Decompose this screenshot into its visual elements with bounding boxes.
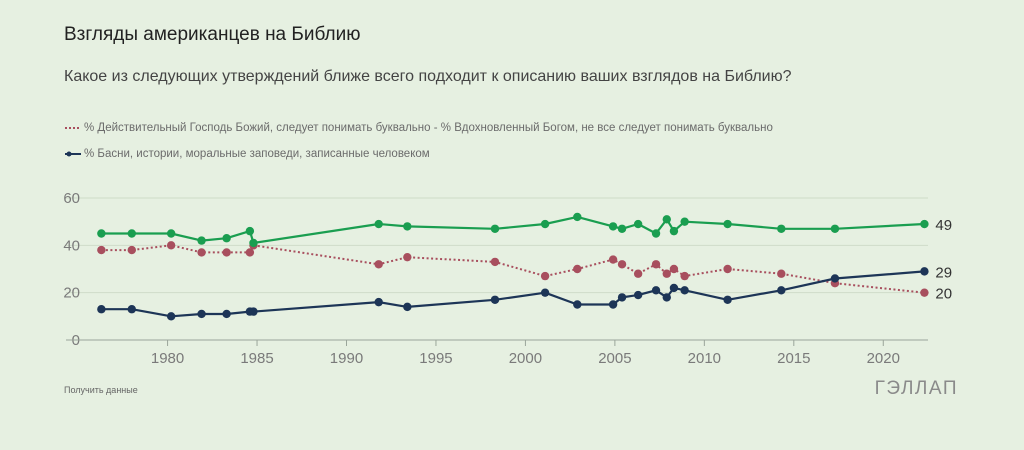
data-point-2-16 xyxy=(662,293,671,302)
data-point-0-16 xyxy=(662,269,671,278)
data-point-0-19 xyxy=(723,264,732,274)
y-tick-label-40: 40 xyxy=(63,237,80,254)
data-point-0-22 xyxy=(920,288,929,297)
legend-swatch-fables xyxy=(65,151,81,157)
data-point-0-7 xyxy=(374,260,383,269)
x-tick-label-1980: 1980 xyxy=(151,350,184,367)
x-tick-label-2010: 2010 xyxy=(688,350,721,367)
data-point-0-2 xyxy=(166,241,176,250)
data-point-1-16 xyxy=(662,215,671,224)
end-label-0: 20 xyxy=(935,286,952,303)
x-tick-label-2005: 2005 xyxy=(598,350,631,367)
data-point-1-5 xyxy=(245,226,255,236)
chart-subtitle: Какое из следующих утверждений ближе все… xyxy=(64,68,792,85)
data-point-2-11 xyxy=(573,300,582,309)
data-point-1-17 xyxy=(669,226,679,236)
y-tick-label-20: 20 xyxy=(63,285,80,302)
data-point-1-2 xyxy=(166,229,176,238)
data-point-0-5 xyxy=(245,248,255,257)
data-point-2-18 xyxy=(680,286,689,295)
data-point-2-21 xyxy=(830,274,840,283)
data-point-2-8 xyxy=(403,302,412,312)
legend-swatch-literal xyxy=(65,127,81,129)
x-tick-label-1995: 1995 xyxy=(419,350,452,367)
data-point-2-19 xyxy=(723,295,732,304)
data-point-1-3 xyxy=(197,236,206,245)
data-point-2-3 xyxy=(197,309,206,319)
data-point-1-4 xyxy=(222,234,231,243)
data-point-0-0 xyxy=(97,245,106,255)
legend-row-literal-inspired: % Действительный Господь Божий, следует … xyxy=(64,122,773,134)
data-point-1-20 xyxy=(777,224,786,233)
data-point-2-10 xyxy=(540,288,550,297)
data-point-2-15 xyxy=(651,286,661,295)
data-point-1-19 xyxy=(723,219,732,229)
data-point-1-21 xyxy=(830,224,840,233)
data-point-2-22 xyxy=(920,267,929,276)
data-point-2-2 xyxy=(166,312,176,321)
data-point-1-8 xyxy=(403,222,412,231)
data-point-2-14 xyxy=(633,290,643,300)
legend-label-inspired: % Вдохновленный Богом, не все следует по… xyxy=(440,122,773,134)
data-point-1-11 xyxy=(573,212,582,222)
data-point-1-15 xyxy=(651,229,661,238)
data-point-0-20 xyxy=(777,269,786,278)
data-point-2-9 xyxy=(490,295,500,304)
x-tick-label-1985: 1985 xyxy=(240,350,273,367)
data-point-0-1 xyxy=(127,245,136,255)
x-tick-label-2020: 2020 xyxy=(867,350,900,367)
data-point-0-10 xyxy=(540,271,550,281)
data-point-1-14 xyxy=(633,219,643,229)
data-point-2-12 xyxy=(608,300,618,309)
data-point-2-0 xyxy=(97,305,106,314)
data-point-0-12 xyxy=(608,255,618,264)
legend-label-fables: % Басни, истории, моральные заповеди, за… xyxy=(84,148,430,160)
data-point-1-12 xyxy=(608,222,618,231)
data-point-2-4 xyxy=(222,309,231,319)
x-tick-label-1990: 1990 xyxy=(330,350,363,367)
get-data-link[interactable]: Получить данные xyxy=(64,385,138,395)
x-tick-label-2000: 2000 xyxy=(509,350,542,367)
gallup-logo: ГЭЛЛАП xyxy=(874,378,958,399)
data-point-0-18 xyxy=(680,271,689,281)
data-point-0-11 xyxy=(573,264,582,274)
data-point-0-4 xyxy=(222,248,231,257)
data-point-2-6 xyxy=(249,307,258,316)
legend-separator: - xyxy=(430,122,441,134)
legend-label-literal: % Действительный Господь Божий, следует … xyxy=(84,122,431,134)
data-point-1-22 xyxy=(920,219,929,229)
data-point-1-10 xyxy=(540,219,550,229)
chart-title: Взгляды американцев на Библию xyxy=(64,24,361,45)
data-point-0-9 xyxy=(490,257,500,267)
data-point-2-13 xyxy=(617,293,627,302)
data-point-0-13 xyxy=(617,260,627,269)
data-point-1-0 xyxy=(97,229,106,238)
data-point-0-8 xyxy=(403,252,412,262)
data-point-0-3 xyxy=(197,248,206,257)
end-label-2: 29 xyxy=(935,264,952,281)
data-point-1-18 xyxy=(680,217,689,226)
data-point-0-14 xyxy=(633,269,643,278)
data-point-1-7 xyxy=(374,219,383,229)
data-point-1-13 xyxy=(617,224,627,233)
data-point-1-9 xyxy=(490,224,500,233)
data-point-2-1 xyxy=(127,305,136,314)
x-tick-label-2015: 2015 xyxy=(777,350,810,367)
legend-row-fables: % Басни, истории, моральные заповеди, за… xyxy=(64,148,430,160)
data-point-2-17 xyxy=(669,283,679,293)
data-point-0-17 xyxy=(669,264,679,274)
data-point-2-20 xyxy=(777,286,786,295)
data-point-1-6 xyxy=(249,238,258,248)
data-point-1-1 xyxy=(127,229,136,238)
data-point-0-15 xyxy=(651,260,661,269)
end-label-1: 49 xyxy=(935,217,952,234)
data-point-2-7 xyxy=(374,297,383,307)
y-tick-label-60: 60 xyxy=(63,190,80,207)
